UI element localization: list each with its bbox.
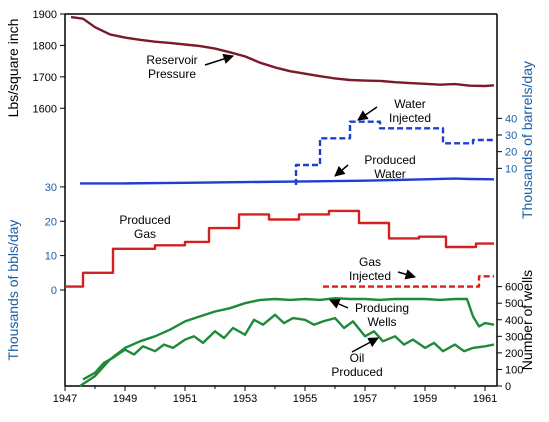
axes-layer <box>60 13 502 391</box>
annotation-line: Reservoir <box>146 53 197 67</box>
series-gas-injected <box>323 275 494 288</box>
wells-y-tick-label: 500 <box>505 298 523 310</box>
annotation-line: Produced <box>364 153 415 167</box>
wells-y-tick-label: 600 <box>505 282 523 294</box>
series-layer <box>65 15 495 388</box>
x-tick-label: 1947 <box>53 393 77 405</box>
series-produced-water <box>80 177 495 185</box>
label-layer: 1947 1949 1951 1953 1955 1957 1959 1961 1600 1700… <box>5 9 535 405</box>
x-tick-label: 1955 <box>293 393 317 405</box>
annotation-line: Oil <box>350 351 365 365</box>
wells-y-tick-label: 200 <box>505 348 523 360</box>
production-y-tick-label: 0 <box>51 285 57 297</box>
annotation-line: Produced <box>119 213 170 227</box>
x-tick-label: 1949 <box>113 393 137 405</box>
x-tick-label: 1961 <box>473 393 497 405</box>
series-water-injected <box>294 120 494 185</box>
water-y-tick-label: 20 <box>505 147 517 159</box>
pressure-y-tick-label: 1900 <box>33 9 57 21</box>
annotation-line: Produced <box>331 365 382 379</box>
pressure-y-tick-label: 1600 <box>33 103 57 115</box>
pressure-y-tick-label: 1800 <box>33 40 57 52</box>
x-tick-label: 1953 <box>233 393 257 405</box>
production-y-tick-label: 30 <box>45 182 57 194</box>
wells-y-tick-label: 300 <box>505 331 523 343</box>
annotation-line: Pressure <box>148 67 196 81</box>
annotation-arrow <box>357 106 378 121</box>
water-y-tick-label: 40 <box>505 113 517 125</box>
annotation-arrow <box>204 53 234 66</box>
annotation-line: Water <box>394 97 426 111</box>
annotation-arrow <box>351 337 379 353</box>
x-tick-label: 1957 <box>353 393 377 405</box>
annotation-arrow <box>334 164 349 177</box>
annotation-arrow <box>397 269 417 280</box>
water-y-tick-label: 30 <box>505 130 517 142</box>
series-oil-produced <box>82 313 495 381</box>
wells-y-tick-label: 0 <box>505 381 511 393</box>
annotation-line: Gas <box>359 255 381 269</box>
annotation-arrow <box>329 299 349 309</box>
pressure-y-tick-label: 1700 <box>33 72 57 84</box>
annotation-line: Producing <box>355 301 409 315</box>
annotation-line: Injected <box>389 111 431 125</box>
production-y-axis-label: Thousands of bbls/day <box>5 220 21 361</box>
production-y-tick-label: 20 <box>45 216 57 228</box>
series-reservoir-pressure <box>70 15 495 88</box>
x-tick-label: 1951 <box>173 393 197 405</box>
production-y-tick-label: 10 <box>45 251 57 263</box>
wells-y-axis-label: Number of wells <box>519 270 535 370</box>
water-y-axis-label: Thousands of barrels/day <box>519 61 535 219</box>
series-producing-wells <box>79 297 495 388</box>
series-produced-gas <box>65 209 494 288</box>
annotation-line: Gas <box>134 227 156 241</box>
annotation-line: Water <box>374 167 406 181</box>
pressure-y-axis-label: Lbs/square inch <box>5 19 21 118</box>
wells-y-tick-label: 400 <box>505 315 523 327</box>
x-tick-label: 1959 <box>413 393 437 405</box>
wells-y-tick-label: 100 <box>505 364 523 376</box>
annotation-line: Injected <box>349 269 391 283</box>
water-y-tick-label: 10 <box>505 163 517 175</box>
annotation-line: Wells <box>367 315 396 329</box>
